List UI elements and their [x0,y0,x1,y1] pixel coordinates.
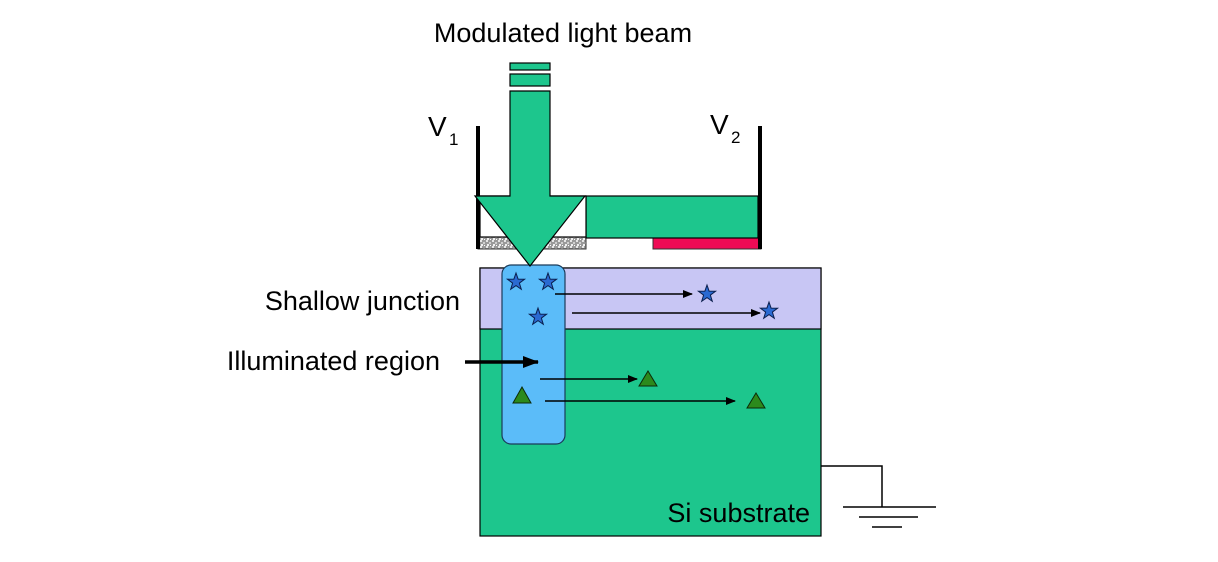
beam-arrow-body [473,90,587,267]
star-icon [537,271,559,291]
beam-pulse-1 [509,62,551,71]
ground-icon [843,506,936,528]
star-icon [696,283,718,303]
beam-horizontal-segment [585,195,759,239]
shallow-junction-label: Shallow junction [265,286,460,316]
v2-label: V 2 [710,109,740,147]
triangle-icon [512,385,532,404]
light-beam-arrow [473,62,587,267]
illuminated-region-label: Illuminated region [227,346,440,376]
beam-title: Modulated light beam [434,18,692,48]
star-icon [505,271,527,291]
svg-text:2: 2 [731,128,740,147]
illuminated-region [501,264,566,445]
triangle-icon [638,370,658,387]
svg-text:V: V [710,109,729,140]
v1-label: V 1 [428,111,458,149]
substrate-label: Si substrate [667,498,810,528]
triangle-icon [746,392,766,409]
svg-text:V: V [428,111,447,142]
svg-text:1: 1 [449,130,458,149]
electrode-v2-pad [652,236,762,250]
star-icon [758,300,780,320]
ground-wire [821,465,883,507]
star-icon [527,306,549,326]
beam-pulse-2 [509,73,551,87]
